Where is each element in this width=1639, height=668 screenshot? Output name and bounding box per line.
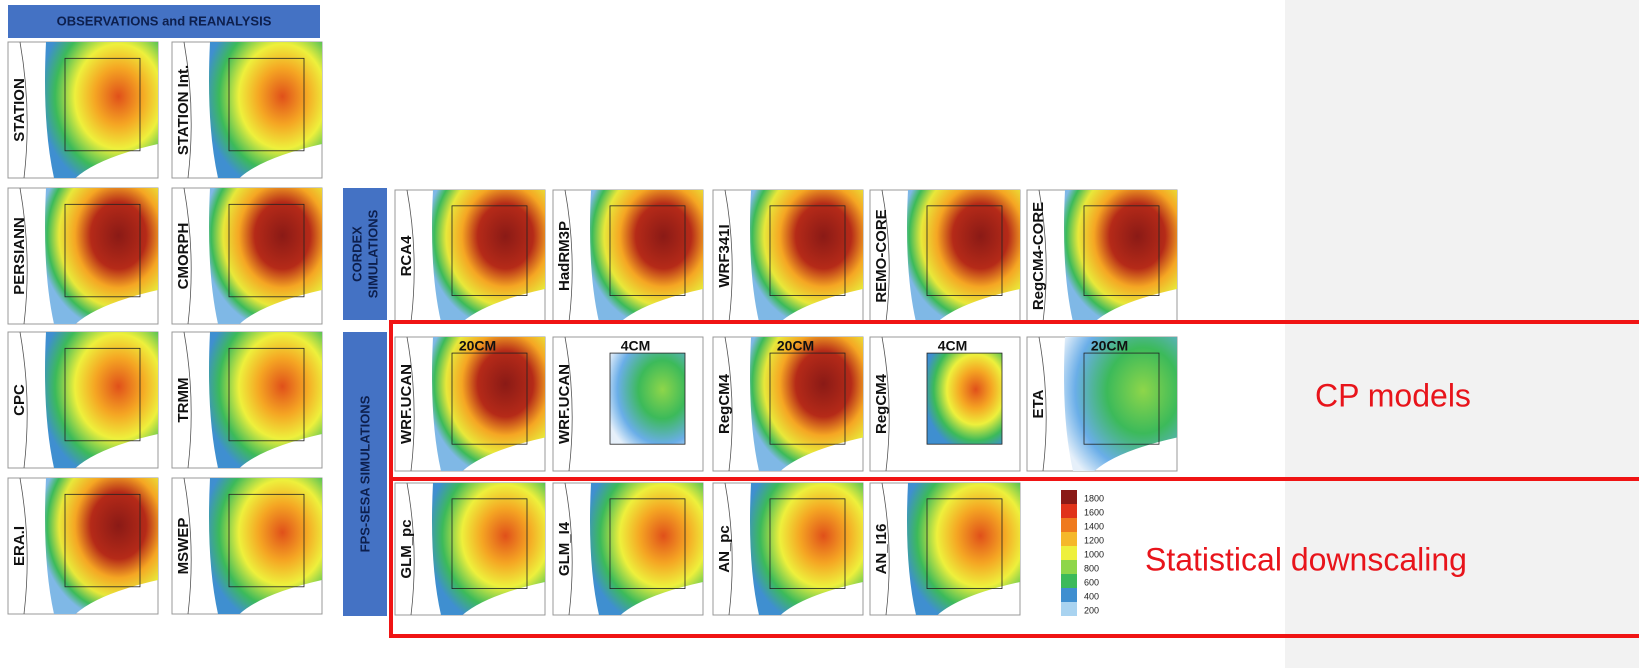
panel-label: REMO-CORE — [873, 209, 890, 302]
map-panel: CMORPH — [172, 188, 322, 324]
resolution-label: 4CM — [938, 338, 968, 354]
panel-label: RegCM4 — [873, 373, 890, 434]
colorbar-swatch — [1061, 588, 1077, 602]
map-panel: RegCM4-CORE — [1027, 190, 1177, 322]
panel-label: WRF.UCAN — [556, 364, 573, 444]
panel-label: HadRM3P — [556, 221, 573, 291]
colorbar-label: 1000 — [1084, 549, 1104, 559]
colorbar-swatch — [1061, 490, 1077, 504]
cordex-title: CORDEX — [349, 226, 364, 282]
colorbar-label: 200 — [1084, 605, 1099, 615]
map-panel: GLM_pc — [395, 483, 545, 615]
colorbar-swatch — [1061, 602, 1077, 616]
panel-label: TRMM — [175, 378, 192, 423]
cp-annotation: CP models — [1315, 377, 1471, 413]
map-panel: AN_I16 — [870, 483, 1020, 615]
colorbar-label: 1600 — [1084, 507, 1104, 517]
colorbar-label: 600 — [1084, 577, 1099, 587]
resolution-label: 20CM — [777, 338, 814, 354]
map-panel: RCA4 — [395, 190, 545, 322]
map-field — [927, 353, 1002, 444]
colorbar-swatch — [1061, 532, 1077, 546]
panel-label: PERSIANN — [11, 217, 28, 295]
map-panel: TRMM — [172, 332, 322, 468]
colorbar-label: 400 — [1084, 591, 1099, 601]
map-panel: REMO-CORE — [870, 190, 1020, 322]
map-panel: STATION — [8, 42, 158, 178]
panel-label: WRF.UCAN — [398, 364, 415, 444]
panel-label: RCA4 — [398, 235, 415, 276]
map-panel: CPC — [8, 332, 158, 468]
map-panel: MSWEP — [172, 478, 322, 614]
map-field — [610, 353, 685, 444]
figure: OBSERVATIONS and REANALYSIS CORDEX SIMUL… — [0, 0, 1639, 668]
map-panel: STATION Int. — [172, 42, 322, 178]
colorbar-swatch — [1061, 560, 1077, 574]
resolution-label: 20CM — [1091, 338, 1128, 354]
fps-title: FPS-SESA SIMULATIONS — [357, 395, 372, 552]
sd-annotation: Statistical downscaling — [1145, 541, 1467, 577]
resolution-label: 4CM — [621, 338, 651, 354]
panel-label: RegCM4 — [716, 373, 733, 434]
colorbar-label: 800 — [1084, 563, 1099, 573]
resolution-label: 20CM — [459, 338, 496, 354]
map-panel: WRF.UCAN 4CM — [553, 337, 703, 471]
colorbar-swatch — [1061, 518, 1077, 532]
map-panel: GLM_I4 — [553, 483, 703, 615]
panel-label: GLM_I4 — [556, 521, 573, 576]
map-panel: AN_pc — [713, 483, 863, 615]
map-panel: RegCM4 4CM — [870, 337, 1020, 471]
panel-label: GLM_pc — [398, 519, 415, 578]
panel-label: CPC — [11, 384, 28, 416]
panel-label: WRF341I — [716, 224, 733, 287]
panel-label: ETA — [1030, 389, 1047, 418]
colorbar-swatch — [1061, 504, 1077, 518]
colorbar-swatch — [1061, 574, 1077, 588]
map-panel: WRF.UCAN 20CM — [395, 337, 545, 471]
panel-label: RegCM4-CORE — [1030, 202, 1047, 310]
panel-label: STATION — [11, 78, 28, 142]
colorbar-label: 1800 — [1084, 493, 1104, 503]
cordex-title: SIMULATIONS — [365, 209, 380, 298]
map-panel: PERSIANN — [8, 188, 158, 324]
map-panel: ERA.I — [8, 478, 158, 614]
map-panel: HadRM3P — [553, 190, 703, 322]
colorbar-swatch — [1061, 546, 1077, 560]
map-panel: WRF341I — [713, 190, 863, 322]
panel-label: AN_pc — [716, 525, 733, 573]
panel-label: AN_I16 — [873, 524, 890, 575]
panel-label: STATION Int. — [175, 65, 192, 155]
colorbar-label: 1400 — [1084, 521, 1104, 531]
panel-label: MSWEP — [175, 518, 192, 575]
map-panel: RegCM4 20CM — [713, 337, 863, 471]
header-title: OBSERVATIONS and REANALYSIS — [57, 13, 272, 28]
panel-label: CMORPH — [175, 223, 192, 290]
colorbar-label: 1200 — [1084, 535, 1104, 545]
map-panel: ETA 20CM — [1027, 337, 1177, 471]
panel-label: ERA.I — [11, 526, 28, 566]
